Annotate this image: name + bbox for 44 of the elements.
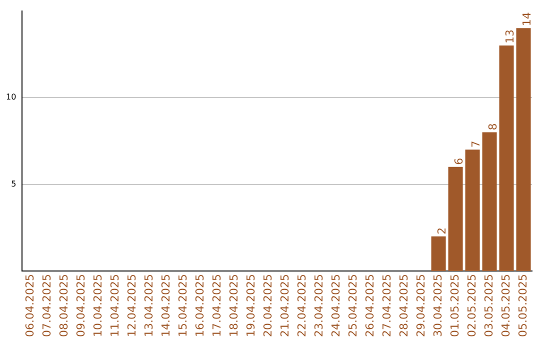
x-tick-label: 01.05.2025 bbox=[448, 274, 462, 338]
y-tick-label: 5 bbox=[11, 179, 16, 188]
x-tick-label: 19.04.2025 bbox=[244, 274, 258, 338]
bar bbox=[499, 45, 514, 272]
x-tick-label: 09.04.2025 bbox=[74, 274, 88, 338]
x-tick-label: 08.04.2025 bbox=[58, 274, 71, 338]
x-tick-label: 22.04.2025 bbox=[295, 274, 308, 338]
x-tick-label: 20.04.2025 bbox=[261, 274, 274, 338]
bar bbox=[448, 166, 463, 272]
bar bbox=[516, 28, 531, 272]
x-tick-label: 28.04.2025 bbox=[397, 274, 410, 338]
x-tick-label: 18.04.2025 bbox=[227, 274, 240, 338]
x-tick-label: 29.04.2025 bbox=[414, 274, 428, 338]
x-tick-label: 10.04.2025 bbox=[92, 274, 105, 338]
y-tick-label: 10 bbox=[6, 92, 16, 102]
x-tick-label: 05.05.2025 bbox=[516, 274, 530, 338]
x-tick-label: 25.04.2025 bbox=[346, 274, 360, 338]
data-label: 14 bbox=[520, 12, 534, 26]
x-tick-label: 13.04.2025 bbox=[142, 274, 156, 338]
bar bbox=[465, 150, 480, 272]
x-tick-label: 27.04.2025 bbox=[380, 274, 394, 338]
bar bbox=[482, 132, 497, 272]
x-tick-label: 11.04.2025 bbox=[108, 274, 122, 338]
x-tick-label: 15.04.2025 bbox=[176, 274, 190, 338]
x-tick-label: 17.04.2025 bbox=[210, 274, 224, 338]
x-tick-label: 12.04.2025 bbox=[126, 274, 138, 338]
x-tick-label: 16.04.2025 bbox=[193, 274, 206, 338]
x-tick-label: 24.04.2025 bbox=[329, 274, 342, 338]
data-label: 13 bbox=[503, 29, 516, 44]
data-label: 2 bbox=[435, 227, 448, 234]
x-tick-label: 03.05.2025 bbox=[482, 274, 496, 338]
bar bbox=[431, 236, 446, 272]
x-tick-label: 06.04.2025 bbox=[24, 274, 37, 338]
x-tick-label: 23.04.2025 bbox=[312, 274, 326, 338]
x-tick-label: 07.04.2025 bbox=[40, 274, 54, 338]
data-label: 6 bbox=[452, 158, 466, 165]
data-label: 8 bbox=[486, 123, 500, 130]
x-tick-label: 04.05.2025 bbox=[499, 274, 512, 338]
x-tick-label: 26.04.2025 bbox=[363, 274, 376, 338]
x-tick-label: 14.04.2025 bbox=[159, 274, 172, 338]
x-tick-label: 21.04.2025 bbox=[278, 274, 292, 338]
x-tick-label: 02.05.2025 bbox=[465, 274, 478, 338]
data-label: 7 bbox=[469, 140, 482, 148]
x-tick-label: 30.04.2025 bbox=[431, 274, 444, 338]
